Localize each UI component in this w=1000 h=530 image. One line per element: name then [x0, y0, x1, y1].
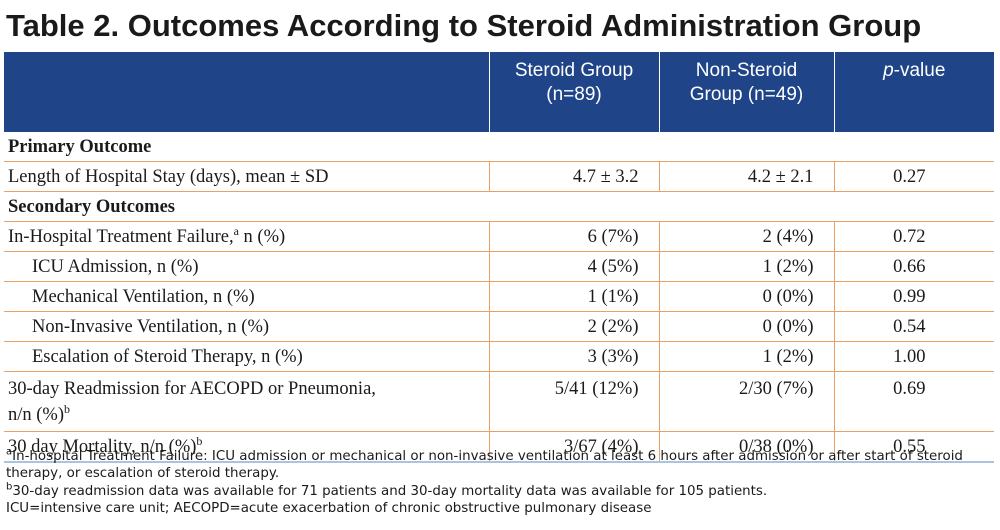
table-row: In-Hospital Treatment Failure,a n (%) 6 …: [4, 221, 994, 252]
header-nonsteroid-group: Non-Steroid Group (n=49): [658, 52, 834, 132]
nonsteroid-value: 4.2 ± 2.1: [658, 161, 834, 192]
footnote-a: aIn-hospital Treatment Failure: ICU admi…: [6, 446, 996, 483]
section-label: Secondary Outcomes: [4, 191, 994, 222]
p-value: 0.72: [833, 221, 994, 252]
header-p-rest: -value: [893, 60, 946, 81]
p-value: 0.55: [833, 431, 994, 463]
footnote-a-text: In-hospital Treatment Failure: ICU admis…: [6, 449, 963, 482]
footnote-b-mark: b: [6, 481, 13, 493]
header-p-value: p-value: [833, 52, 994, 132]
steroid-value: 6 (7%): [488, 221, 659, 252]
header-nonsteroid-line1: Non-Steroid: [695, 60, 798, 81]
header-steroid-group: Steroid Group (n=89): [488, 52, 659, 132]
header-steroid-line2: (n=89): [546, 84, 602, 105]
outcomes-table: Steroid Group (n=89) Non-Steroid Group (…: [4, 52, 994, 463]
header-nonsteroid-line2: Group (n=49): [689, 84, 804, 105]
p-value: 0.66: [833, 251, 994, 282]
nonsteroid-value: 0 (0%): [658, 281, 834, 312]
table-row: ICU Admission, n (%) 4 (5%) 1 (2%) 0.66: [4, 251, 994, 282]
row-label: Escalation of Steroid Therapy, n (%): [4, 341, 489, 372]
footnote-abbreviations: ICU=intensive care unit; AECOPD=acute ex…: [6, 500, 652, 516]
table-row: Length of Hospital Stay (days), mean ± S…: [4, 161, 994, 192]
footnotes: aIn-hospital Treatment Failure: ICU admi…: [6, 446, 996, 517]
p-value: 1.00: [833, 341, 994, 372]
table-row: Mechanical Ventilation, n (%) 1 (1%) 0 (…: [4, 281, 994, 312]
header-steroid-line1: Steroid Group: [514, 60, 634, 81]
footnote-b: b30-day readmission data was available f…: [6, 481, 996, 500]
nonsteroid-value: 1 (2%): [658, 341, 834, 372]
footnote-marker: b: [64, 401, 70, 416]
footnote-b-text: 30-day readmission data was available fo…: [12, 483, 768, 499]
row-label-line2: n/n (%): [8, 405, 64, 425]
nonsteroid-value: 2 (4%): [658, 221, 834, 252]
p-value: 0.27: [833, 161, 994, 192]
steroid-value: 4 (5%): [488, 251, 659, 282]
section-row-primary: Primary Outcome: [4, 132, 994, 162]
row-label: Mechanical Ventilation, n (%): [4, 281, 489, 312]
nonsteroid-value: 1 (2%): [658, 251, 834, 282]
nonsteroid-value: 0/38 (0%): [658, 431, 834, 463]
header-p-italic: p: [883, 60, 894, 81]
section-label: Primary Outcome: [4, 132, 994, 162]
steroid-value: 2 (2%): [488, 311, 659, 342]
header-row: Steroid Group (n=89) Non-Steroid Group (…: [4, 52, 994, 132]
footnote-marker: a: [233, 223, 239, 238]
row-label-text-after: n (%): [238, 227, 286, 247]
nonsteroid-value: 0 (0%): [658, 311, 834, 342]
row-label: In-Hospital Treatment Failure,a n (%): [4, 221, 489, 252]
row-label: ICU Admission, n (%): [4, 251, 489, 282]
steroid-value: 3 (3%): [488, 341, 659, 372]
row-label-line1: 30-day Readmission for AECOPD or Pneumon…: [8, 379, 376, 399]
steroid-value: 4.7 ± 3.2: [488, 161, 659, 192]
steroid-value: 3/67 (4%): [488, 431, 659, 463]
row-label: Length of Hospital Stay (days), mean ± S…: [4, 161, 489, 192]
header-outcome: [4, 52, 489, 132]
nonsteroid-value: 2/30 (7%): [658, 371, 834, 432]
section-row-secondary: Secondary Outcomes: [4, 191, 994, 222]
p-value: 0.69: [833, 371, 994, 432]
table-title: Table 2. Outcomes According to Steroid A…: [6, 8, 922, 43]
row-label: 30 day Mortality, n/n (%)b: [4, 431, 489, 463]
row-label-text: 30 day Mortality, n/n (%): [8, 437, 197, 457]
footnote-marker: b: [196, 433, 203, 448]
row-label: Non-Invasive Ventilation, n (%): [4, 311, 489, 342]
p-value: 0.99: [833, 281, 994, 312]
table-row: 30 day Mortality, n/n (%)b 3/67 (4%) 0/3…: [4, 431, 994, 463]
p-value: 0.54: [833, 311, 994, 342]
steroid-value: 1 (1%): [488, 281, 659, 312]
table-row: 30-day Readmission for AECOPD or Pneumon…: [4, 371, 994, 432]
footnote-a-mark: a: [6, 446, 13, 458]
row-label: 30-day Readmission for AECOPD or Pneumon…: [4, 371, 489, 432]
table-row: Non-Invasive Ventilation, n (%) 2 (2%) 0…: [4, 311, 994, 342]
steroid-value: 5/41 (12%): [488, 371, 659, 432]
row-label-text: In-Hospital Treatment Failure,: [8, 227, 234, 247]
table-row: Escalation of Steroid Therapy, n (%) 3 (…: [4, 341, 994, 372]
